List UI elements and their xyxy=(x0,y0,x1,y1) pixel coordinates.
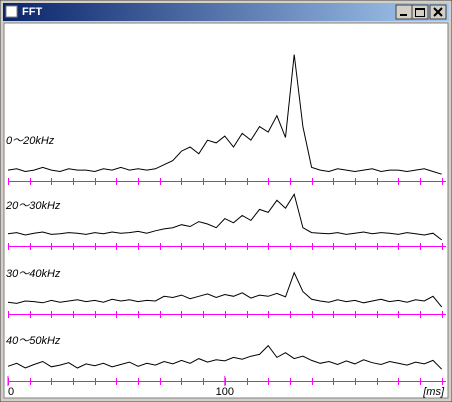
window-title: FFT xyxy=(22,6,42,18)
panel-label: 20〜30kHz xyxy=(5,200,61,212)
client-area xyxy=(3,22,449,399)
maximize-button[interactable] xyxy=(411,4,429,20)
trace xyxy=(7,54,442,175)
trace xyxy=(7,271,443,308)
panel-label: 30〜40kHz xyxy=(6,268,61,280)
panel-label: 0〜20kHz xyxy=(6,135,55,147)
x-tick-label: 100 xyxy=(216,386,234,398)
trace xyxy=(7,344,443,370)
panel-label: 40〜50kHz xyxy=(6,335,61,347)
minimize-button[interactable] xyxy=(395,4,413,20)
trace xyxy=(7,192,443,241)
title-bar xyxy=(3,3,449,21)
close-button[interactable] xyxy=(429,4,447,20)
app-icon xyxy=(5,5,18,18)
x-axis-label: [ms] xyxy=(422,386,445,398)
x-tick-label: 0 xyxy=(8,386,14,398)
